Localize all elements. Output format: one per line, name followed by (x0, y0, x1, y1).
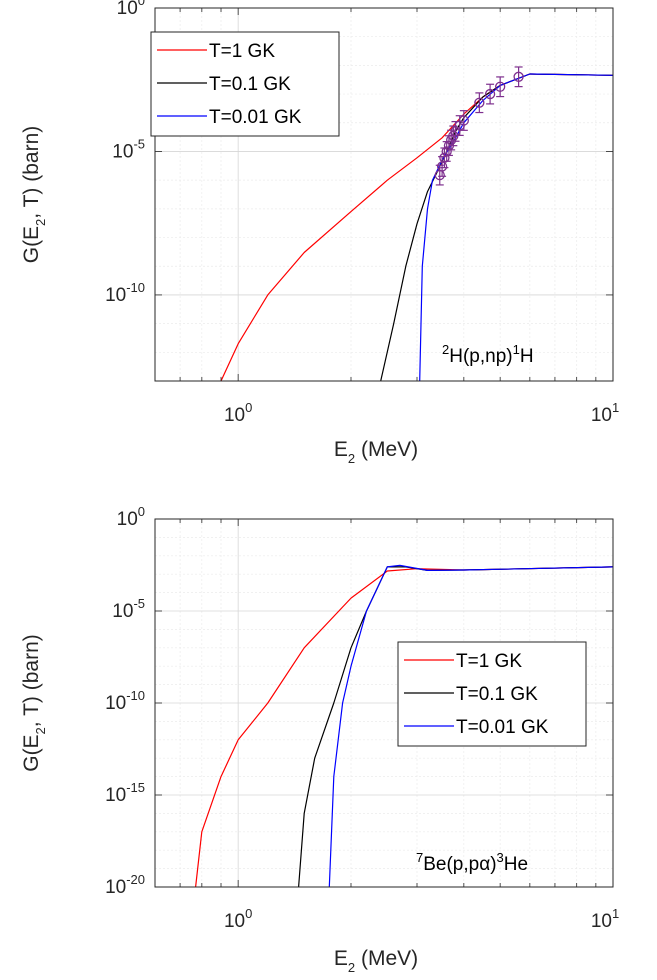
reaction-annotation: 2H(p,np)1H (442, 342, 534, 367)
legend-label: T=0.01 GK (456, 717, 549, 738)
experimental-data (434, 66, 524, 186)
y-axis-label: G(E2, T) (barn) (20, 126, 48, 264)
legend-label: T=1 GK (456, 651, 522, 672)
y-tick-label: 100 (117, 504, 145, 530)
legend: T=1 GK T=0.1 GK T=0.01 GK (150, 31, 340, 137)
legend-label: T=0.01 GK (209, 107, 302, 128)
y-tick-label: 10-15 (105, 780, 145, 806)
data-point (458, 115, 469, 126)
x-tick-label: 100 (224, 906, 252, 932)
reaction-annotation: 7Be(p,pα)3He (416, 850, 528, 875)
data-point (484, 88, 496, 100)
x-axis-label: E2 (MeV) (334, 947, 418, 975)
y-tick-label: 10-20 (105, 872, 145, 898)
x-axis-label: E2 (MeV) (334, 438, 418, 466)
legend-label: T=0.1 GK (209, 74, 291, 95)
data-point (495, 81, 506, 92)
legend-label: T=0.1 GK (456, 684, 538, 705)
y-tick-label: 10-10 (105, 280, 145, 306)
legend-box (397, 641, 587, 747)
legend-label: T=1 GK (209, 41, 275, 62)
x-tick-label: 101 (591, 906, 619, 932)
legend: T=1 GK T=0.1 GK T=0.01 GK (397, 641, 587, 747)
x-tick-label: 101 (591, 400, 619, 426)
series-line-3 (328, 564, 614, 888)
chart-panel-1: 100 101 100 10-5 10-10 E2 (MeV) G(E2, T) (barn… (20, 0, 619, 466)
data-point (513, 71, 524, 82)
legend-box (150, 31, 340, 137)
series-line-1 (195, 566, 614, 888)
data-point (474, 97, 485, 108)
y-tick-label: 100 (117, 0, 145, 19)
data-point (439, 152, 450, 163)
y-tick-label: 10-5 (112, 136, 145, 162)
x-tick-label: 100 (224, 400, 252, 426)
y-tick-label: 10-5 (112, 596, 145, 622)
axes-box (154, 7, 614, 382)
y-tick-label: 10-10 (105, 688, 145, 714)
y-axis-label: G(E2, T) (barn) (20, 634, 48, 772)
chart-panel-2: 100 101 100 10-5 10-10 10-15 10-20 E2 (MeV) G(E2… (20, 504, 619, 975)
